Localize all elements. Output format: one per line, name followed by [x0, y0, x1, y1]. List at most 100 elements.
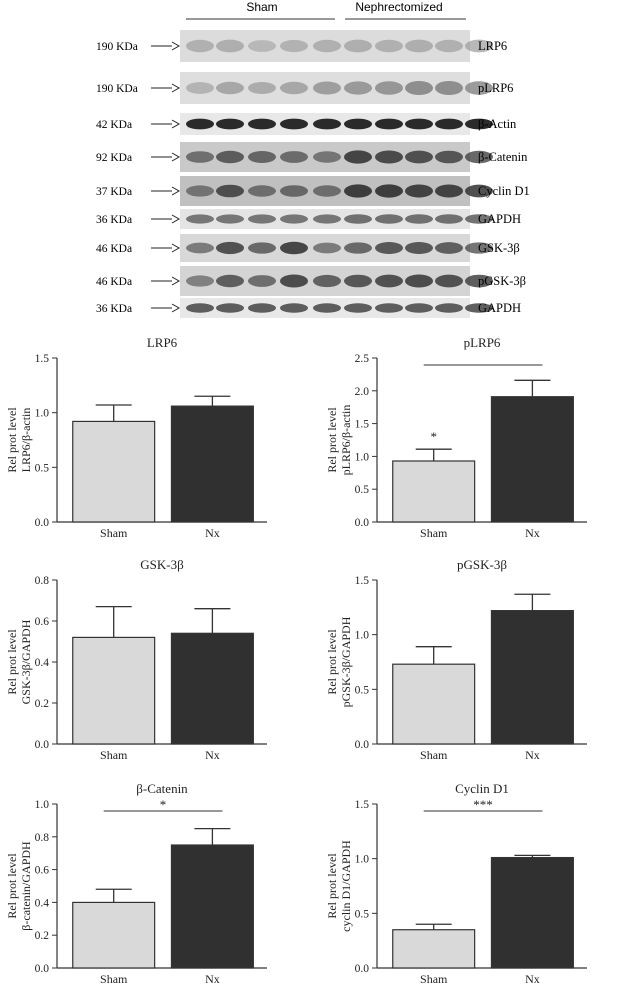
blot-band [344, 274, 372, 288]
blot-band [405, 39, 433, 53]
x-tick-label: Nx [525, 526, 540, 540]
group-label-sham: Sham [246, 0, 277, 14]
protein-label: LRP6 [478, 39, 507, 53]
blot-band [344, 214, 372, 224]
blot-band [280, 118, 308, 130]
blot-band [344, 242, 372, 254]
blot-band [186, 82, 214, 94]
kda-label: 42 KDa [96, 119, 132, 131]
y-tick-label: 1.0 [35, 799, 50, 811]
y-axis-label: Rel prot level [5, 853, 19, 919]
y-tick-label: 0.2 [35, 698, 50, 710]
blot-band [216, 150, 244, 164]
y-tick-label: 1.0 [355, 451, 370, 463]
blot-band [186, 185, 214, 197]
blot-band [248, 40, 276, 52]
blot-band [248, 275, 276, 287]
bar-sham [72, 636, 156, 745]
x-tick-label: Nx [525, 972, 540, 986]
blot-row: 46 KDa pGSK-3β [96, 266, 526, 296]
protein-label: β-Actin [478, 117, 517, 131]
blot-band [405, 118, 433, 130]
y-axis-label: cyclin D1/GAPDH [339, 840, 353, 932]
blot-band [344, 118, 372, 130]
protein-label: pGSK-3β [478, 274, 526, 288]
arrowhead-icon [171, 186, 181, 196]
y-tick-label: 0.2 [35, 930, 50, 942]
chart-panel-cyclin-d1: Cyclin D1 Rel prot level cyclin D1/GAPDH 0.… [320, 776, 640, 991]
bar-nx [170, 844, 254, 969]
blot-band [435, 39, 463, 53]
x-tick-label: Nx [205, 972, 220, 986]
y-tick-label: 0.0 [35, 517, 50, 529]
blot-band [405, 184, 433, 198]
blot-band [465, 274, 493, 288]
y-tick-label: 2.5 [355, 353, 370, 365]
chart-panel-gsk3b: GSK-3β Rel prot level GSK-3β/GAPDH 0.0 0.2 0.… [0, 552, 320, 767]
y-axis-label: Rel prot level [5, 629, 19, 695]
kda-label: 37 KDa [96, 186, 132, 198]
bar-nx [490, 856, 574, 969]
bar-sham [392, 460, 476, 523]
chart-title: pGSK-3β [457, 557, 507, 572]
y-axis-label: pLRP6/β-actin [339, 405, 353, 476]
blot-band [186, 242, 214, 254]
blot-band [405, 214, 433, 224]
arrowhead-icon [171, 303, 181, 313]
blot-band [435, 118, 463, 130]
blot-band [405, 242, 433, 254]
blot-row: 190 KDa LRP6 [96, 30, 507, 62]
chart-panel-beta-catenin: β-Catenin Rel prot level β-catenin/GAPDH 0.… [0, 776, 320, 991]
y-tick-label: 0.6 [35, 616, 50, 628]
y-axis-label: pGSK-3β/GAPDH [339, 616, 353, 707]
significance-marker: *** [473, 797, 493, 812]
y-tick-label: 0.0 [355, 963, 370, 975]
blot-band [248, 303, 276, 313]
bar-nx [170, 632, 254, 745]
blot-row: 36 KDa GAPDH [96, 298, 521, 318]
y-tick-label: 0.0 [35, 739, 50, 751]
blot-band [435, 214, 463, 224]
blot-band [375, 150, 403, 164]
blot-band [375, 39, 403, 53]
blot-band [280, 241, 308, 255]
blot-band [186, 275, 214, 287]
blot-band [313, 303, 341, 313]
bar-sham [72, 420, 156, 523]
blot-band [375, 242, 403, 254]
blot-band [435, 150, 463, 164]
blot-band [280, 214, 308, 224]
x-tick-label: Sham [100, 748, 128, 762]
blot-band [313, 242, 341, 254]
blot-band [344, 184, 372, 198]
blot-band [375, 118, 403, 130]
blot-band [186, 151, 214, 163]
blot-band [435, 184, 463, 198]
blot-row: 190 KDa pLRP6 [96, 72, 513, 104]
y-tick-label: 1.0 [355, 630, 370, 642]
chart-title: GSK-3β [140, 557, 184, 572]
arrowhead-icon [171, 119, 181, 129]
blot-band [435, 274, 463, 288]
x-tick-label: Nx [205, 748, 220, 762]
blot-band [216, 81, 244, 95]
blot-band [465, 39, 493, 53]
blot-band [280, 39, 308, 53]
kda-label: 190 KDa [96, 41, 138, 53]
blot-band [465, 118, 493, 130]
blot-band [313, 39, 341, 53]
arrowhead-icon [171, 243, 181, 253]
y-tick-label: 0.5 [355, 908, 370, 920]
x-tick-label: Sham [420, 526, 448, 540]
blot-band [405, 150, 433, 164]
protein-label: pLRP6 [478, 81, 513, 95]
bar-sham [72, 901, 156, 969]
kda-label: 46 KDa [96, 243, 132, 255]
y-axis-label: LRP6/β-actin [19, 408, 33, 473]
blot-band [344, 150, 372, 164]
blot-band [435, 80, 463, 96]
blot-band [465, 150, 493, 164]
arrowhead-icon [171, 152, 181, 162]
y-tick-label: 0.0 [355, 517, 370, 529]
chart-title: pLRP6 [464, 335, 501, 350]
